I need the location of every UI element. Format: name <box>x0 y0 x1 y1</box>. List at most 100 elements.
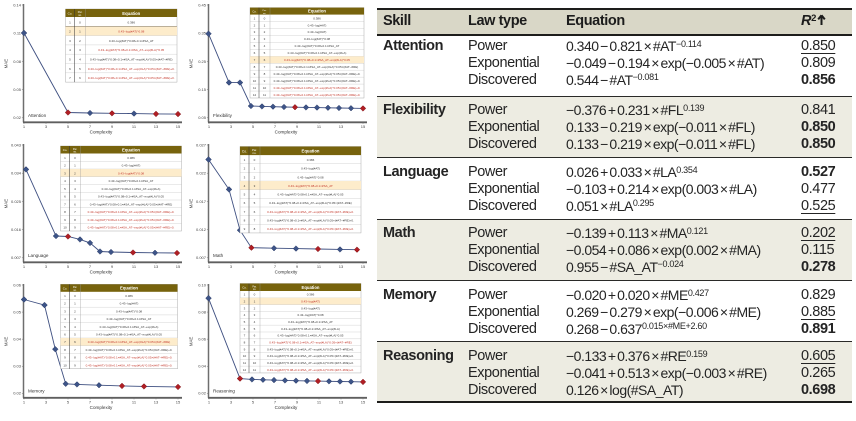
svg-text:Equation: Equation <box>120 286 138 291</box>
svg-text:0.06: 0.06 <box>13 282 22 287</box>
svg-text:5: 5 <box>244 193 246 197</box>
svg-text:Co.: Co. <box>242 286 247 290</box>
svg-text:1: 1 <box>208 124 211 129</box>
svg-text:6: 6 <box>254 51 256 55</box>
svg-text:Co.: Co. <box>68 11 73 15</box>
svg-text:5: 5 <box>244 320 246 324</box>
svg-text:1: 1 <box>64 294 66 298</box>
svg-text:0.012: 0.012 <box>196 227 207 232</box>
svg-text:9: 9 <box>74 363 76 367</box>
svg-text:8: 8 <box>244 340 246 344</box>
svg-text:0.43−log(#AT)^0.08+0.1×#SA_AT−: 0.43−log(#AT)^0.08+0.1×#SA_AT−exp(#LA)^0… <box>274 93 361 97</box>
svg-text:0.43−log(#AT)^0.08+0.1×#SA_AT−: 0.43−log(#AT)^0.08+0.1×#SA_AT−exp(#LA)^0… <box>269 201 352 205</box>
svg-text:0.05: 0.05 <box>13 87 22 92</box>
svg-text:Co.: Co. <box>63 148 68 152</box>
svg-text:0.43−log(#AT)^0.08+0.1×#SA_AT−: 0.43−log(#AT)^0.08+0.1×#SA_AT−exp(#LA)^0… <box>96 333 162 337</box>
svg-text:6: 6 <box>254 210 256 214</box>
svg-text:0.43−log(#AT)^0.08+0.1×#SA_AT−: 0.43−log(#AT)^0.08+0.1×#SA_AT−exp(#LA)^0… <box>88 67 175 71</box>
svg-text:3: 3 <box>45 399 48 404</box>
svg-text:9: 9 <box>264 79 266 83</box>
svg-text:9: 9 <box>64 356 66 360</box>
svg-text:0.43−log(#AT)^0.08: 0.43−log(#AT)^0.08 <box>297 175 323 179</box>
svg-text:0.022: 0.022 <box>196 171 207 176</box>
svg-text:5: 5 <box>64 187 66 191</box>
svg-text:0: 0 <box>79 20 81 24</box>
svg-text:0.03: 0.03 <box>13 364 22 369</box>
svg-text:5: 5 <box>252 124 255 129</box>
svg-text:0.43−log(#AT)^0.08+0.1×#SA_AT−: 0.43−log(#AT)^0.08+0.1×#SA_AT−exp(#LA)^0… <box>274 86 361 90</box>
svg-text:0.43−log(#AT)^0.08+0.1×#SA_AT−: 0.43−log(#AT)^0.08+0.1×#SA_AT−exp(#LA)^0… <box>267 227 354 231</box>
svg-text:Par.: Par. <box>252 148 257 152</box>
svg-text:7: 7 <box>69 76 71 80</box>
svg-text:0.43−log(#AT)^0.08: 0.43−log(#AT)^0.08 <box>118 171 144 175</box>
svg-text:1: 1 <box>69 20 71 24</box>
svg-text:7: 7 <box>89 124 92 129</box>
svg-text:0.43−log(#AT): 0.43−log(#AT) <box>122 164 141 168</box>
svg-text:0.43−log(#AT)^0.08+0.1×#SA_AT−: 0.43−log(#AT)^0.08+0.1×#SA_AT−exp(#LA)^0… <box>98 195 164 199</box>
svg-text:6: 6 <box>264 58 266 62</box>
svg-text:Complexity: Complexity <box>275 270 298 275</box>
svg-text:9: 9 <box>254 354 256 358</box>
svg-text:12: 12 <box>253 93 257 97</box>
svg-text:7: 7 <box>89 264 92 269</box>
svg-text:0.43−log(#AT)^0.08+0.1×#SA_AT−: 0.43−log(#AT)^0.08+0.1×#SA_AT−exp(#LA)^0… <box>278 334 344 338</box>
svg-text:8: 8 <box>254 227 256 231</box>
svg-text:8: 8 <box>254 65 256 69</box>
svg-text:4: 4 <box>254 37 256 41</box>
svg-text:3: 3 <box>45 124 48 129</box>
svg-text:10: 10 <box>243 354 247 358</box>
svg-text:Equation: Equation <box>122 147 140 152</box>
svg-text:0: 0 <box>264 16 266 20</box>
svg-text:0.43−log(#AT)^0.08+0.1×#SA_AT−: 0.43−log(#AT)^0.08+0.1×#SA_AT−exp(#LA)^0… <box>86 356 173 360</box>
svg-text:4: 4 <box>254 320 256 324</box>
svg-text:Co.: Co. <box>63 286 68 290</box>
svg-text:1: 1 <box>254 299 256 303</box>
svg-text:MAE: MAE <box>189 337 194 347</box>
svg-text:0.43−log(#AT)^0.08: 0.43−log(#AT)^0.08 <box>297 313 323 317</box>
svg-text:0.43−log(#AT)^0.08+0.1×#SA_AT−: 0.43−log(#AT)^0.08+0.1×#SA_AT−exp(#LA)^0… <box>88 210 175 214</box>
svg-text:Reasoning: Reasoning <box>213 388 235 393</box>
svg-text:3: 3 <box>74 179 76 183</box>
svg-text:15: 15 <box>176 399 181 404</box>
svg-text:Equation: Equation <box>122 11 140 16</box>
svg-text:1: 1 <box>254 16 256 20</box>
svg-text:5: 5 <box>252 399 255 404</box>
svg-text:9: 9 <box>244 347 246 351</box>
svg-text:4: 4 <box>264 44 266 48</box>
svg-text:6: 6 <box>244 327 246 331</box>
svg-text:0.43−log(#AT)^0.08+0.1×#SA_AT: 0.43−log(#AT)^0.08+0.1×#SA_AT <box>295 44 340 48</box>
svg-text:0.43−log(#AT)^0.08+0.1×#SA_AT: 0.43−log(#AT)^0.08+0.1×#SA_AT <box>109 179 154 183</box>
svg-text:15: 15 <box>176 124 181 129</box>
svg-text:2: 2 <box>74 309 76 313</box>
svg-text:5: 5 <box>67 264 70 269</box>
svg-text:9: 9 <box>296 399 299 404</box>
svg-text:1: 1 <box>64 156 66 160</box>
svg-text:1: 1 <box>23 124 26 129</box>
svg-text:5: 5 <box>79 67 81 71</box>
svg-text:3: 3 <box>230 264 233 269</box>
svg-text:Par.: Par. <box>73 148 78 151</box>
svg-text:0.43−log(#AT)^0.08+0.1×#SA_AT−: 0.43−log(#AT)^0.08+0.1×#SA_AT−exp(#LA)^0… <box>267 368 354 372</box>
svg-text:1: 1 <box>264 23 266 27</box>
svg-text:0.43−log(#AT)^0.08: 0.43−log(#AT)^0.08 <box>304 37 330 41</box>
svg-text:2: 2 <box>69 30 71 34</box>
svg-text:5: 5 <box>254 327 256 331</box>
svg-text:no.: no. <box>78 14 82 17</box>
svg-text:0: 0 <box>74 294 76 298</box>
svg-text:MAE: MAE <box>4 337 9 347</box>
svg-text:7: 7 <box>89 399 92 404</box>
svg-text:1: 1 <box>208 264 211 269</box>
svg-text:0.43−log(#AT)^0.08+0.1×#SA_AT−: 0.43−log(#AT)^0.08+0.1×#SA_AT−exp(#LA)^0… <box>276 65 359 69</box>
svg-text:8: 8 <box>244 219 246 223</box>
svg-text:MAE: MAE <box>189 199 194 209</box>
svg-text:3: 3 <box>244 306 246 310</box>
svg-text:12: 12 <box>243 368 247 372</box>
svg-text:7: 7 <box>74 210 76 214</box>
svg-text:7: 7 <box>254 340 256 344</box>
svg-text:4: 4 <box>244 313 246 317</box>
svg-text:2: 2 <box>254 23 256 27</box>
svg-text:3: 3 <box>69 39 71 43</box>
svg-text:1: 1 <box>208 399 211 404</box>
svg-text:3: 3 <box>230 124 233 129</box>
svg-text:0.386: 0.386 <box>313 16 321 20</box>
